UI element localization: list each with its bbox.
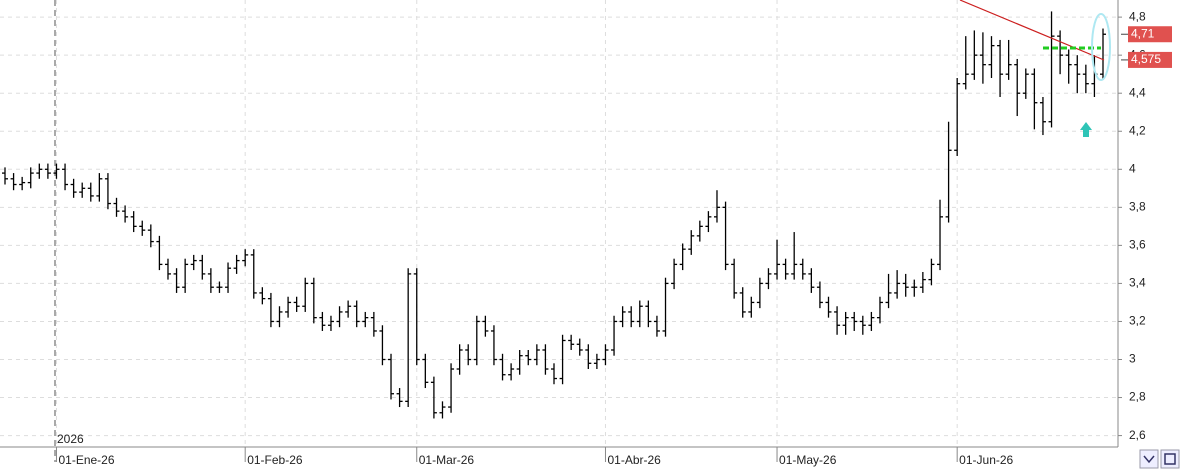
x-tick-label: 01-Jun-26 <box>959 453 1013 467</box>
price-label: 4,71 <box>1131 26 1155 40</box>
year-label: 2026 <box>57 432 84 446</box>
y-tick-label: 3 <box>1129 352 1136 366</box>
zoom-icon <box>1143 455 1155 464</box>
x-tick-label: 01-May-26 <box>779 453 837 467</box>
toolbar <box>1139 449 1180 469</box>
y-tick-label: 4,4 <box>1129 85 1146 99</box>
price-label: 4,575 <box>1131 52 1161 66</box>
y-tick-label: 3,6 <box>1129 238 1146 252</box>
save-button[interactable] <box>1160 449 1180 469</box>
y-tick-label: 3,8 <box>1129 200 1146 214</box>
y-tick-label: 4,8 <box>1129 9 1146 23</box>
y-tick-label: 3,4 <box>1129 276 1146 290</box>
save-icon <box>1164 453 1176 465</box>
x-tick-label: 01-Ene-26 <box>58 453 114 467</box>
y-tick-label: 4,2 <box>1129 123 1146 137</box>
zoom-button[interactable] <box>1139 449 1159 469</box>
trend-line <box>959 0 1105 61</box>
signal-arrow <box>1080 122 1092 137</box>
y-tick-label: 2,8 <box>1129 390 1146 404</box>
y-tick-label: 2,6 <box>1129 428 1146 442</box>
x-tick-label: 01-Mar-26 <box>419 453 475 467</box>
y-tick-label: 3,2 <box>1129 314 1146 328</box>
x-tick-label: 01-Feb-26 <box>247 453 303 467</box>
price-label-box <box>1128 26 1172 43</box>
highlight-ellipse <box>1091 13 1111 81</box>
x-tick-label: 01-Abr-26 <box>607 453 661 467</box>
price-label-box <box>1128 51 1172 68</box>
y-tick-label: 4 <box>1129 161 1136 175</box>
